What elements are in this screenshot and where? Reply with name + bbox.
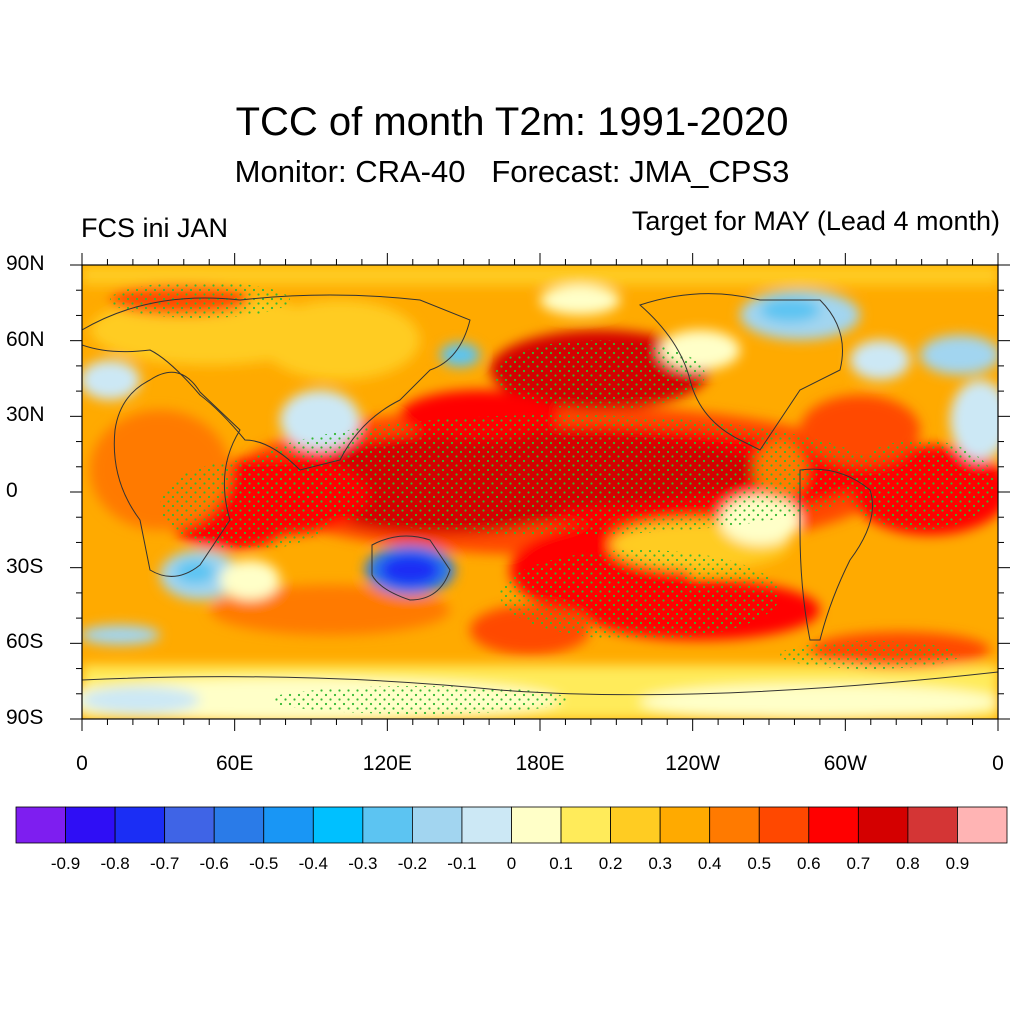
colorbar-label: 0: [506, 854, 517, 873]
colorbar-label: 0.5: [747, 854, 772, 873]
colorbar-label: 0.2: [598, 854, 623, 873]
colorbar-label: -0.9: [50, 854, 81, 873]
significance-dots: [110, 282, 995, 714]
colorbar-label: 0.9: [945, 854, 970, 873]
colorbar-label: 0.7: [846, 854, 871, 873]
x-tick-label: 120E: [362, 752, 412, 775]
colorbar-label: -0.1: [447, 854, 477, 873]
north-america-outline: [639, 293, 843, 451]
colorbar-label: -0.6: [199, 854, 229, 873]
y-tick-label: 60S: [6, 630, 44, 654]
south-america-outline: [799, 468, 873, 641]
australia-outline: [371, 535, 451, 601]
y-tick-label: 90S: [6, 706, 44, 729]
colorbar-label: 0.1: [549, 854, 573, 873]
colorbar-label: -0.3: [348, 854, 378, 873]
coastlines: [82, 293, 998, 696]
init-label: FCS ini JAN: [81, 213, 229, 243]
y-tick-label: 60N: [6, 327, 45, 351]
y-tick-label: 30N: [6, 403, 45, 427]
y-tick-label: 0: [6, 479, 18, 502]
colorbar-label: 0.8: [896, 854, 920, 873]
x-tick-label: 0: [992, 752, 1004, 775]
africa-outline: [113, 371, 241, 577]
colorbar-label: -0.2: [397, 854, 428, 873]
x-tick-label: 120W: [665, 752, 721, 775]
axis-ticks: [70, 253, 1010, 731]
x-tick-label: 180E: [515, 752, 565, 775]
colorbar-label: 0.4: [697, 854, 722, 873]
x-tick-label: 60W: [823, 752, 867, 775]
y-tick-label: 30S: [6, 554, 44, 578]
chart-subtitle: Monitor: CRA-40 Forecast: JMA_CPS3: [234, 154, 790, 189]
chart-title: TCC of month T2m: 1991-2020: [235, 100, 789, 144]
eurasia-outline: [82, 294, 471, 471]
colorbar-label: 0.3: [648, 854, 672, 873]
antarctica-outline: [82, 671, 998, 696]
colorbar-label: -0.4: [298, 854, 328, 873]
colorbar-label: -0.7: [149, 854, 180, 873]
colorbar-label: 0.6: [796, 854, 821, 873]
colorbar-label: -0.5: [249, 854, 279, 873]
x-tick-label: 0: [76, 752, 88, 775]
colorbar-label: -0.8: [100, 854, 130, 873]
y-tick-label: 90N: [6, 252, 45, 275]
x-tick-label: 60E: [215, 752, 254, 775]
target-label: Target for MAY (Lead 4 month): [631, 206, 1000, 236]
